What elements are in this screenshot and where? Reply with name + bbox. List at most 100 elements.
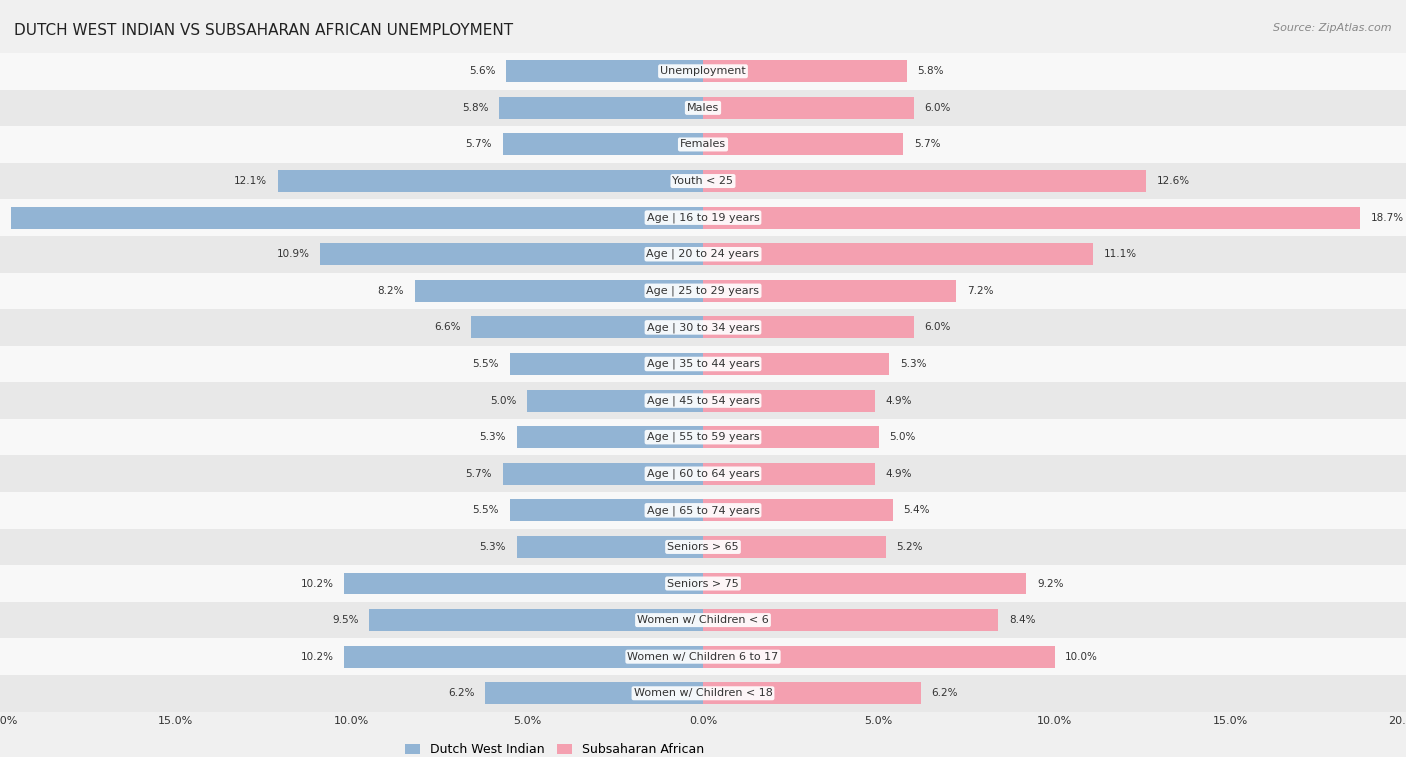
Bar <box>503 463 703 484</box>
Text: 6.6%: 6.6% <box>434 322 461 332</box>
Bar <box>703 572 1026 594</box>
Bar <box>0 382 1406 419</box>
Text: 5.5%: 5.5% <box>472 359 499 369</box>
Text: 10.9%: 10.9% <box>277 249 309 259</box>
Text: Age | 20 to 24 years: Age | 20 to 24 years <box>647 249 759 260</box>
Bar <box>527 390 703 412</box>
Text: 10.2%: 10.2% <box>301 578 335 588</box>
Text: Women w/ Children < 18: Women w/ Children < 18 <box>634 688 772 698</box>
Bar <box>321 243 703 265</box>
Text: 8.2%: 8.2% <box>378 286 405 296</box>
Text: Age | 60 to 64 years: Age | 60 to 64 years <box>647 469 759 479</box>
Text: Age | 25 to 29 years: Age | 25 to 29 years <box>647 285 759 296</box>
Text: DUTCH WEST INDIAN VS SUBSAHARAN AFRICAN UNEMPLOYMENT: DUTCH WEST INDIAN VS SUBSAHARAN AFRICAN … <box>14 23 513 38</box>
Bar <box>510 353 703 375</box>
Bar <box>11 207 703 229</box>
Bar <box>517 536 703 558</box>
Text: Age | 35 to 44 years: Age | 35 to 44 years <box>647 359 759 369</box>
Text: 12.6%: 12.6% <box>1156 176 1189 186</box>
Bar <box>0 309 1406 346</box>
Bar <box>703 316 914 338</box>
Bar <box>517 426 703 448</box>
Bar <box>0 675 1406 712</box>
Text: Women w/ Children 6 to 17: Women w/ Children 6 to 17 <box>627 652 779 662</box>
Text: 9.5%: 9.5% <box>332 615 359 625</box>
Bar <box>499 97 703 119</box>
Bar <box>0 199 1406 236</box>
Bar <box>344 572 703 594</box>
Bar <box>485 682 703 704</box>
Bar <box>703 280 956 302</box>
Bar <box>703 133 904 155</box>
Bar <box>703 353 889 375</box>
Text: Age | 45 to 54 years: Age | 45 to 54 years <box>647 395 759 406</box>
Text: 6.0%: 6.0% <box>925 103 950 113</box>
Bar <box>278 170 703 192</box>
Text: 5.7%: 5.7% <box>465 139 492 149</box>
Text: Source: ZipAtlas.com: Source: ZipAtlas.com <box>1274 23 1392 33</box>
Text: 9.2%: 9.2% <box>1038 578 1063 588</box>
Bar <box>703 646 1054 668</box>
Text: 5.7%: 5.7% <box>914 139 941 149</box>
Text: 8.4%: 8.4% <box>1010 615 1035 625</box>
Bar <box>703 426 879 448</box>
Text: 5.8%: 5.8% <box>917 67 943 76</box>
Text: 5.2%: 5.2% <box>897 542 922 552</box>
Text: 5.4%: 5.4% <box>904 506 929 516</box>
Text: 10.2%: 10.2% <box>301 652 335 662</box>
Text: 4.9%: 4.9% <box>886 396 912 406</box>
Bar <box>0 456 1406 492</box>
Bar <box>703 97 914 119</box>
Bar <box>703 390 875 412</box>
Bar <box>0 528 1406 565</box>
Bar <box>0 89 1406 126</box>
Text: 5.3%: 5.3% <box>479 542 506 552</box>
Bar <box>510 500 703 522</box>
Bar <box>0 565 1406 602</box>
Text: 12.1%: 12.1% <box>233 176 267 186</box>
Bar <box>368 609 703 631</box>
Bar <box>703 61 907 83</box>
Text: 5.7%: 5.7% <box>465 469 492 478</box>
Text: Females: Females <box>681 139 725 149</box>
Text: Seniors > 65: Seniors > 65 <box>668 542 738 552</box>
Text: 4.9%: 4.9% <box>886 469 912 478</box>
Text: 5.0%: 5.0% <box>889 432 915 442</box>
Bar <box>0 492 1406 528</box>
Text: 5.0%: 5.0% <box>491 396 517 406</box>
Text: 5.5%: 5.5% <box>472 506 499 516</box>
Bar <box>0 163 1406 199</box>
Text: 5.6%: 5.6% <box>470 67 496 76</box>
Bar <box>0 236 1406 273</box>
Text: Age | 16 to 19 years: Age | 16 to 19 years <box>647 213 759 223</box>
Text: 11.1%: 11.1% <box>1104 249 1137 259</box>
Bar <box>0 602 1406 638</box>
Bar <box>0 638 1406 675</box>
Bar <box>0 53 1406 89</box>
Text: 10.0%: 10.0% <box>1066 652 1098 662</box>
Text: 7.2%: 7.2% <box>967 286 993 296</box>
Bar <box>703 463 875 484</box>
Bar <box>471 316 703 338</box>
Bar <box>703 536 886 558</box>
Bar <box>0 126 1406 163</box>
Text: Women w/ Children < 6: Women w/ Children < 6 <box>637 615 769 625</box>
Text: Age | 30 to 34 years: Age | 30 to 34 years <box>647 322 759 332</box>
Bar <box>703 609 998 631</box>
Bar <box>703 170 1146 192</box>
Text: Age | 55 to 59 years: Age | 55 to 59 years <box>647 432 759 442</box>
Text: 6.0%: 6.0% <box>925 322 950 332</box>
Text: Seniors > 75: Seniors > 75 <box>666 578 740 588</box>
Bar <box>0 346 1406 382</box>
Bar <box>0 419 1406 456</box>
Text: 5.3%: 5.3% <box>479 432 506 442</box>
Text: 5.3%: 5.3% <box>900 359 927 369</box>
Text: Age | 65 to 74 years: Age | 65 to 74 years <box>647 505 759 516</box>
Bar <box>703 500 893 522</box>
Bar <box>503 133 703 155</box>
Legend: Dutch West Indian, Subsaharan African: Dutch West Indian, Subsaharan African <box>399 738 709 757</box>
Text: Unemployment: Unemployment <box>661 67 745 76</box>
Bar <box>0 273 1406 309</box>
Text: Males: Males <box>688 103 718 113</box>
Bar <box>415 280 703 302</box>
